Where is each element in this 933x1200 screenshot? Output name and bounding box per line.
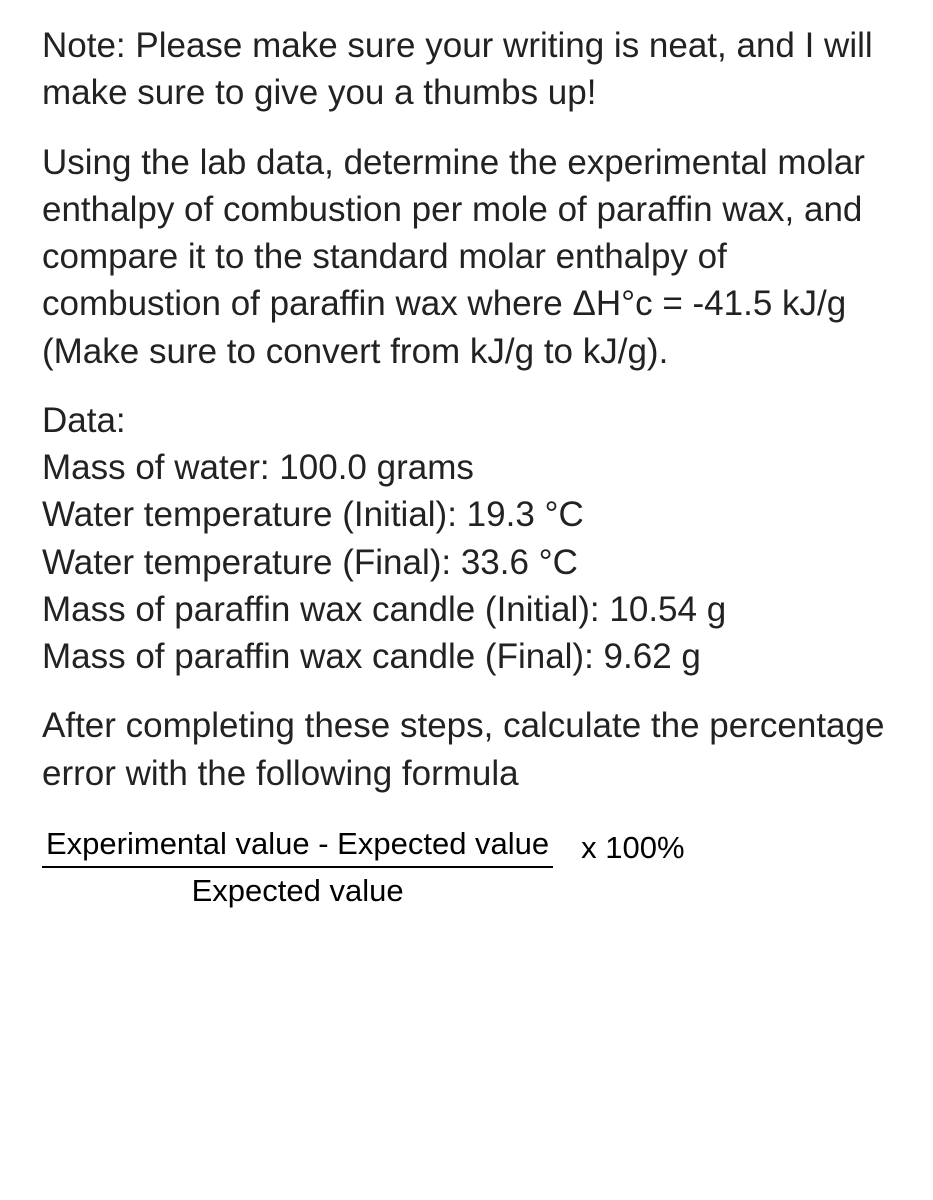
data-line-wax-initial: Mass of paraffin wax candle (Initial): 1… [42,586,903,633]
data-block: Data: Mass of water: 100.0 grams Water t… [42,397,903,681]
formula-multiplier: x 100% [581,825,684,869]
document-page: Note: Please make sure your writing is n… [0,0,933,939]
data-line-mass-water: Mass of water: 100.0 grams [42,444,903,491]
formula-denominator: Expected value [42,868,553,909]
prompt-paragraph: Using the lab data, determine the experi… [42,139,903,375]
note-paragraph: Note: Please make sure your writing is n… [42,22,903,117]
data-line-wax-final: Mass of paraffin wax candle (Final): 9.6… [42,633,903,680]
data-line-temp-final: Water temperature (Final): 33.6 °C [42,539,903,586]
percent-error-formula: Experimental value - Expected value Expe… [42,825,903,909]
formula-fraction: Experimental value - Expected value Expe… [42,825,553,909]
instruction-paragraph: After completing these steps, calculate … [42,702,903,797]
data-heading: Data: [42,397,903,444]
formula-numerator: Experimental value - Expected value [42,825,553,868]
data-line-temp-initial: Water temperature (Initial): 19.3 °C [42,491,903,538]
